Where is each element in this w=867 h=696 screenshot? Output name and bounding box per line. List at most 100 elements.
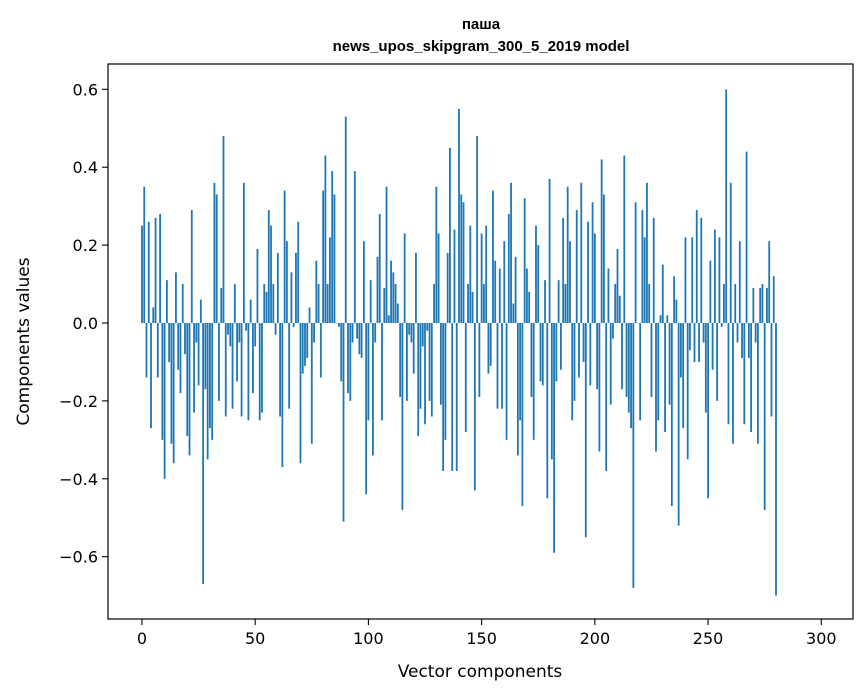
bar-component-25 bbox=[197, 323, 200, 386]
bar-component-77 bbox=[315, 260, 318, 323]
bar-component-232 bbox=[666, 315, 669, 323]
bar-component-72 bbox=[304, 323, 306, 366]
bar-component-101 bbox=[369, 280, 372, 323]
bar-component-189 bbox=[569, 241, 571, 323]
bar-component-183 bbox=[555, 323, 558, 382]
bar-component-154 bbox=[489, 323, 492, 366]
bar-component-148 bbox=[476, 136, 479, 323]
bar-component-111 bbox=[392, 272, 395, 323]
bar-component-236 bbox=[675, 299, 678, 323]
bar-component-161 bbox=[505, 323, 508, 440]
bar-component-123 bbox=[419, 323, 422, 409]
bar-component-247 bbox=[700, 217, 703, 323]
bar-component-207 bbox=[609, 323, 612, 405]
bar-component-238 bbox=[680, 323, 682, 378]
bar-component-82 bbox=[326, 284, 329, 323]
bar-component-29 bbox=[206, 323, 209, 460]
bar-component-130 bbox=[435, 186, 438, 323]
bar-component-55 bbox=[265, 291, 268, 323]
bar-component-121 bbox=[415, 252, 417, 323]
bar-component-223 bbox=[646, 182, 648, 323]
bar-component-4 bbox=[150, 323, 152, 429]
bar-component-239 bbox=[682, 323, 685, 429]
bar-component-49 bbox=[252, 323, 254, 394]
bar-component-52 bbox=[258, 323, 261, 421]
bar-component-190 bbox=[571, 323, 574, 421]
bar-component-215 bbox=[627, 323, 630, 413]
bar-component-46 bbox=[245, 323, 248, 331]
bar-component-246 bbox=[698, 323, 700, 362]
bar-component-261 bbox=[732, 323, 734, 444]
bar-component-226 bbox=[652, 217, 655, 323]
bar-component-275 bbox=[763, 323, 766, 510]
bar-component-255 bbox=[718, 237, 721, 323]
bar-component-95 bbox=[356, 323, 358, 339]
bar-component-208 bbox=[612, 323, 614, 339]
bar-component-73 bbox=[306, 323, 309, 359]
bar-component-225 bbox=[650, 323, 653, 397]
bar-component-199 bbox=[591, 202, 594, 323]
bar-component-233 bbox=[668, 323, 671, 405]
bar-component-74 bbox=[308, 307, 311, 323]
bar-component-71 bbox=[301, 323, 304, 374]
bar-component-114 bbox=[399, 323, 402, 397]
bar-component-84 bbox=[331, 171, 334, 323]
bar-component-81 bbox=[324, 155, 327, 323]
bar-component-205 bbox=[605, 323, 608, 471]
bar-component-50 bbox=[254, 323, 257, 347]
bar-component-105 bbox=[378, 213, 381, 323]
bar-component-56 bbox=[267, 210, 270, 323]
y-tick-label: 0.0 bbox=[73, 314, 98, 333]
bar-component-180 bbox=[548, 178, 551, 323]
bar-component-44 bbox=[240, 323, 243, 417]
bar-component-91 bbox=[347, 323, 349, 394]
bar-component-228 bbox=[657, 323, 660, 421]
bar-component-220 bbox=[639, 323, 642, 421]
bar-component-209 bbox=[614, 284, 617, 323]
bar-component-12 bbox=[168, 323, 171, 362]
bar-component-83 bbox=[329, 237, 331, 323]
bar-component-279 bbox=[772, 276, 775, 323]
bar-component-266 bbox=[743, 323, 746, 425]
bar-component-117 bbox=[406, 323, 408, 401]
bar-component-249 bbox=[704, 323, 707, 413]
x-tick-label: 200 bbox=[580, 629, 611, 648]
bar-component-129 bbox=[433, 284, 435, 323]
bar-component-224 bbox=[648, 284, 651, 323]
bar-component-59 bbox=[274, 323, 277, 335]
bar-component-271 bbox=[754, 323, 757, 343]
bar-component-115 bbox=[401, 323, 404, 510]
bar-component-187 bbox=[564, 284, 567, 323]
bar-component-259 bbox=[727, 323, 730, 425]
bar-component-272 bbox=[756, 323, 759, 444]
bar-component-118 bbox=[408, 323, 411, 335]
bar-component-172 bbox=[530, 323, 533, 397]
bar-component-140 bbox=[458, 108, 460, 323]
bar-component-122 bbox=[417, 323, 420, 436]
bar-component-64 bbox=[285, 241, 288, 323]
bar-component-89 bbox=[342, 323, 345, 522]
bar-component-203 bbox=[600, 159, 603, 323]
bar-component-16 bbox=[177, 323, 180, 370]
bar-component-258 bbox=[725, 89, 728, 323]
bar-component-162 bbox=[507, 213, 510, 323]
bar-component-87 bbox=[338, 323, 340, 327]
bar-component-93 bbox=[351, 323, 354, 343]
bar-component-33 bbox=[215, 194, 218, 323]
bar-component-51 bbox=[256, 249, 259, 323]
bar-component-181 bbox=[550, 323, 553, 460]
bar-component-184 bbox=[557, 280, 560, 323]
bar-component-248 bbox=[702, 323, 705, 343]
bar-component-41 bbox=[233, 284, 236, 323]
bar-component-252 bbox=[711, 323, 714, 370]
y-tick-label: −0.6 bbox=[59, 548, 98, 567]
bar-component-120 bbox=[412, 323, 415, 374]
bar-component-165 bbox=[514, 256, 517, 323]
bar-component-212 bbox=[621, 323, 623, 390]
bar-component-197 bbox=[587, 221, 589, 323]
bar-component-157 bbox=[496, 323, 499, 409]
bar-component-34 bbox=[218, 323, 220, 401]
bar-component-267 bbox=[745, 151, 748, 323]
bar-component-250 bbox=[707, 323, 709, 499]
